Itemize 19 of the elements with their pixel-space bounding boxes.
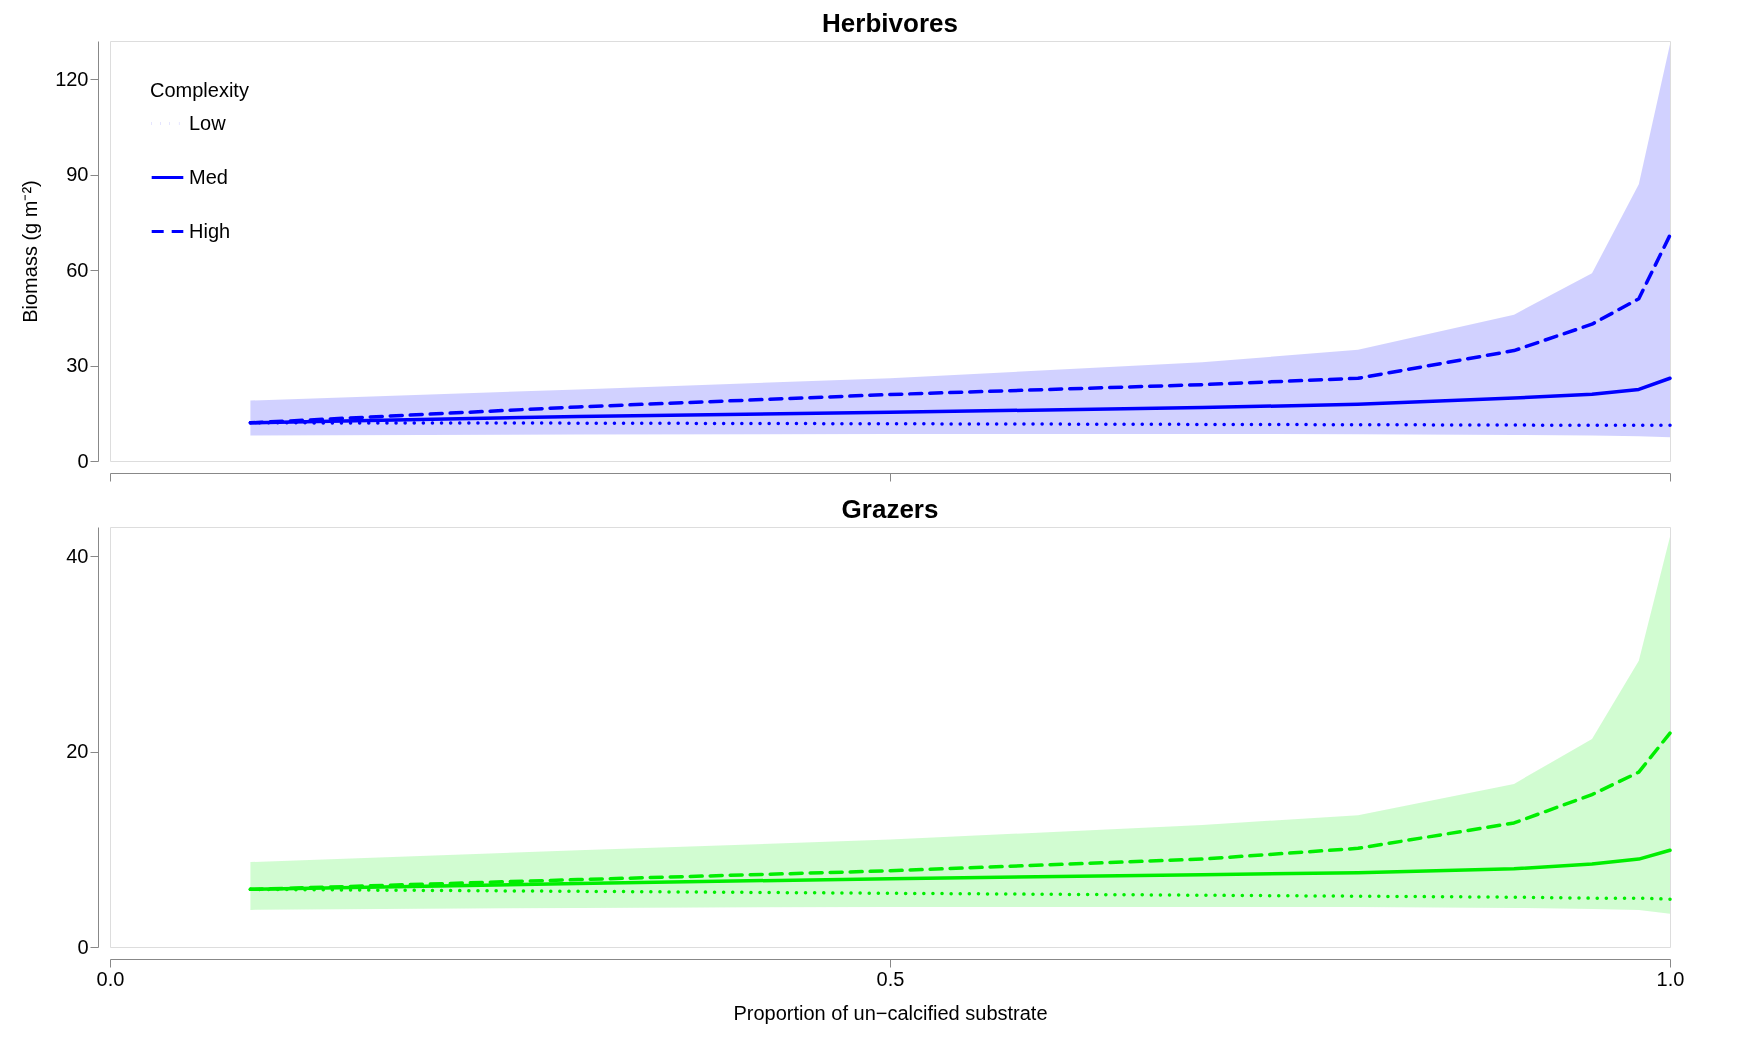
legend-label: Med	[189, 165, 228, 188]
x-axis-title: Proportion of un−calcified substrate	[733, 1001, 1048, 1024]
chart-title: Grazers	[841, 494, 939, 524]
x-tick-label: 0.0	[96, 967, 125, 990]
legend-title: Complexity	[150, 79, 249, 101]
y-tick-label: 60	[66, 258, 89, 281]
y-tick-label: 120	[55, 67, 89, 90]
y-tick-label: 0	[77, 449, 89, 472]
y-tick-label: 90	[66, 163, 89, 186]
legend-label: High	[189, 219, 231, 242]
y-tick-label: 30	[66, 354, 89, 377]
chart-title: Herbivores	[822, 8, 958, 38]
legend-label: Low	[189, 111, 227, 134]
y-tick-label: 0	[77, 935, 89, 958]
x-tick-label: 0.5	[876, 967, 905, 990]
y-tick-label: 20	[66, 740, 89, 763]
y-tick-label: 40	[66, 544, 89, 567]
x-tick-label: 1.0	[1656, 967, 1685, 990]
y-axis-title: Biomass (g m⁻²)	[19, 180, 42, 323]
